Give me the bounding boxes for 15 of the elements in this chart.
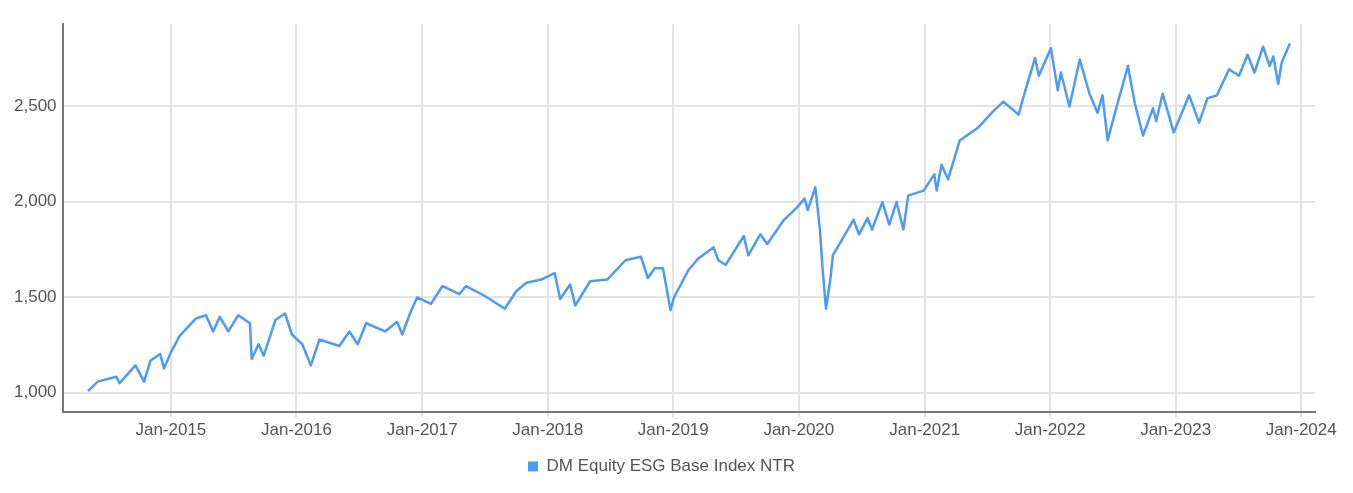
- x-tick-label: Jan-2021: [889, 420, 961, 440]
- x-tick-label: Jan-2022: [1014, 420, 1086, 440]
- y-tick-label: 2,500: [13, 95, 57, 115]
- x-tick-label: Jan-2024: [1265, 420, 1337, 440]
- x-tick-label: Jan-2017: [386, 420, 458, 440]
- x-tick-label: Jan-2016: [260, 420, 332, 440]
- legend-label: DM Equity ESG Base Index NTR: [546, 456, 795, 476]
- x-tick-label: Jan-2020: [763, 420, 835, 440]
- x-tick-label: Jan-2018: [512, 420, 584, 440]
- x-tick-label: Jan-2019: [637, 420, 709, 440]
- y-tick-label: 1,000: [13, 382, 57, 402]
- y-tick-label: 1,500: [13, 286, 57, 306]
- x-tick-label: Jan-2023: [1140, 420, 1212, 440]
- x-tick-label: Jan-2015: [135, 420, 207, 440]
- y-tick-label: 2,000: [13, 191, 57, 211]
